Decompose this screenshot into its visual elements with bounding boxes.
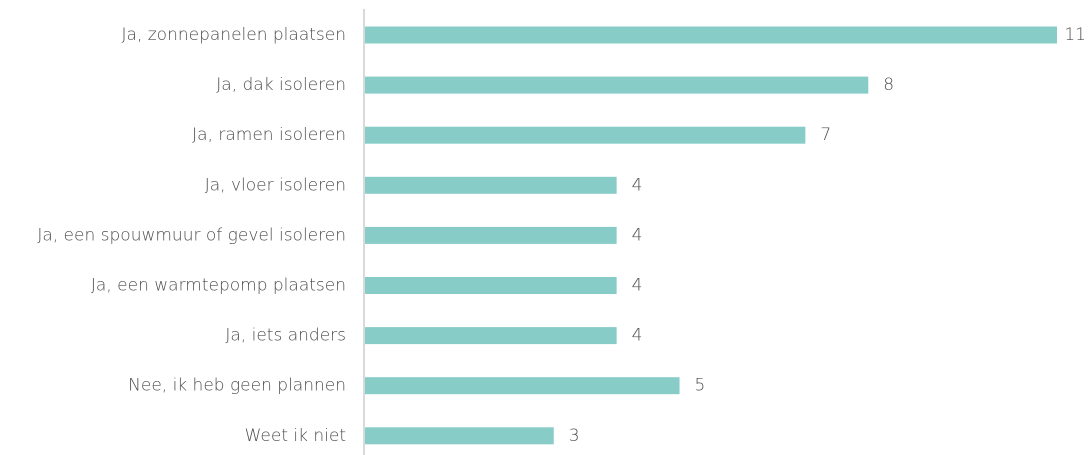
bars-group xyxy=(365,26,1057,445)
value-label: 3 xyxy=(569,426,580,446)
category-label: Ja, dak isoleren xyxy=(216,75,346,95)
category-labels-group: Ja, zonnepanelen plaatsen Ja, dak isolere… xyxy=(37,25,346,446)
value-label: 4 xyxy=(632,175,643,195)
bar xyxy=(365,176,617,194)
category-label: Nee, ik heb geen plannen xyxy=(128,376,346,396)
value-label: 7 xyxy=(820,125,831,145)
category-label: Ja, een spouwmuur of gevel isoleren xyxy=(37,225,346,245)
bar xyxy=(365,126,806,144)
category-label: Ja, vloer isoleren xyxy=(205,175,346,195)
category-label: Ja, een warmtepomp plaatsen xyxy=(91,276,346,296)
category-label: Weet ik niet xyxy=(245,426,346,446)
bar xyxy=(365,26,1057,44)
bar xyxy=(365,76,869,94)
bar xyxy=(365,226,617,244)
value-label: 4 xyxy=(632,326,643,346)
bar xyxy=(365,277,617,294)
value-label: 8 xyxy=(883,75,894,95)
category-label: Ja, zonnepanelen plaatsen xyxy=(122,25,346,45)
bar xyxy=(365,427,554,445)
category-label: Ja, ramen isoleren xyxy=(192,125,346,145)
value-label: 11 xyxy=(1064,25,1086,45)
value-label: 4 xyxy=(632,225,643,245)
category-label: Ja, iets anders xyxy=(225,326,346,346)
bar xyxy=(365,377,680,395)
value-label: 5 xyxy=(695,376,706,396)
bar xyxy=(365,327,617,345)
value-label: 4 xyxy=(632,276,643,296)
value-labels-group: 11 8 7 4 4 4 4 5 3 xyxy=(569,25,1086,446)
